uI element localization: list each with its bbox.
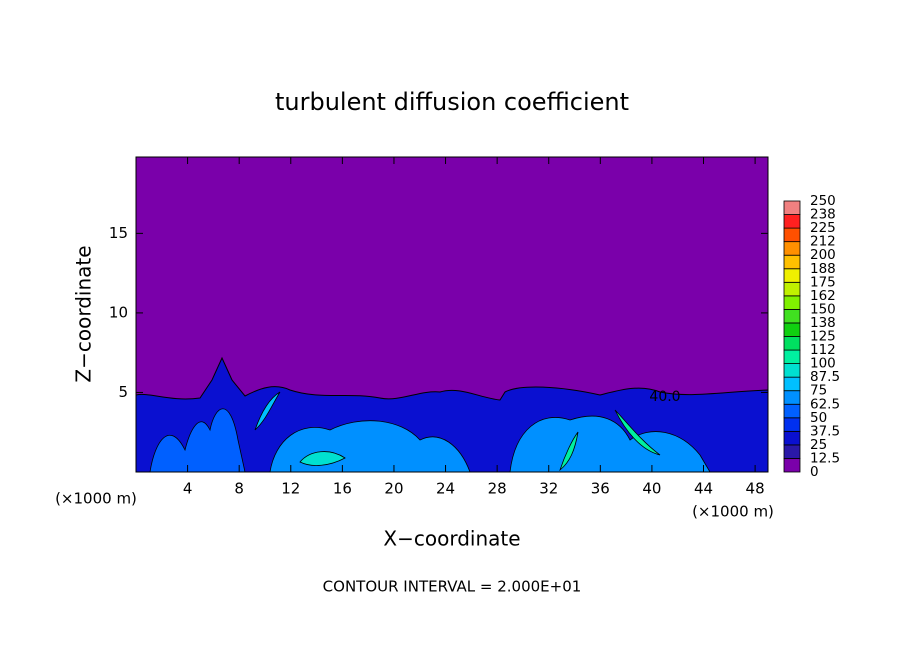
colorbar-label: 212	[810, 234, 836, 250]
x-tick-label: 20	[384, 480, 403, 498]
colorbar-label: 0	[810, 464, 819, 480]
colorbar-swatch	[783, 417, 801, 432]
colorbar-label: 100	[810, 356, 836, 372]
colorbar-swatch	[783, 227, 801, 243]
y-tick-label: 5	[118, 383, 128, 401]
x-tick-label: 24	[436, 480, 455, 498]
x-tick-label: 48	[746, 480, 765, 498]
y-tick-label: 15	[109, 224, 128, 242]
colorbar-swatch	[783, 254, 801, 270]
x-tick-label: 16	[333, 480, 352, 498]
x-tick-label: 12	[281, 480, 300, 498]
colorbar-swatch	[783, 444, 801, 459]
field-layer	[149, 408, 246, 473]
colorbar-label: 225	[810, 220, 836, 236]
colorbar-label: 162	[810, 288, 836, 304]
x-tick-label: 40	[642, 480, 661, 498]
x-tick-label: 36	[591, 480, 610, 498]
contour-field	[135, 157, 769, 473]
colorbar-label: 150	[810, 301, 836, 317]
x-tick-label: 8	[234, 480, 244, 498]
field-layer	[614, 409, 661, 456]
colorbar-swatch	[783, 349, 801, 364]
chart-title: turbulent diffusion coefficient	[275, 88, 629, 116]
colorbar-label: 125	[810, 329, 836, 345]
colorbar-label: 25	[810, 437, 827, 453]
colorbar-swatch	[783, 322, 801, 337]
x-tick-label: 44	[694, 480, 713, 498]
x-unit-label: (×1000 m)	[55, 490, 137, 508]
colorbar-swatch	[783, 390, 801, 405]
colorbar-label: 200	[810, 247, 836, 263]
field-layer	[299, 451, 346, 466]
y-tick-label: 10	[109, 303, 128, 321]
colorbar-swatch	[783, 241, 801, 256]
colorbar-swatch	[783, 403, 801, 419]
colorbar-swatch	[783, 308, 801, 324]
footnote: CONTOUR INTERVAL = 2.000E+01	[323, 578, 582, 596]
field-layer	[559, 431, 579, 472]
colorbar-swatch	[783, 281, 801, 297]
field-layer	[254, 391, 281, 431]
y-axis-label: Z−coordinate	[72, 245, 96, 382]
colorbar-label: 75	[810, 383, 827, 399]
colorbar-label: 87.5	[810, 369, 840, 385]
colorbar-label: 112	[810, 342, 836, 358]
field-layer	[509, 415, 711, 473]
colorbar-label: 12.5	[810, 450, 840, 466]
colorbar-label: 250	[810, 193, 836, 209]
colorbar-swatch	[783, 268, 801, 283]
colorbar-swatch	[783, 363, 801, 378]
colorbar-label: 138	[810, 315, 836, 331]
x-axis-label: X−coordinate	[383, 527, 520, 551]
colorbar-label: 50	[810, 410, 827, 426]
colorbar-swatch	[783, 430, 801, 446]
colorbar-label: 188	[810, 261, 836, 277]
colorbar-swatch	[783, 458, 801, 473]
colorbar-label: 238	[810, 207, 836, 223]
colorbar-swatch	[783, 376, 801, 392]
plot-frame	[135, 156, 769, 473]
colorbar-label: 37.5	[810, 423, 840, 439]
colorbar-swatch	[783, 214, 801, 229]
colorbar-label: 62.5	[810, 396, 840, 412]
x-unit-label: (×1000 m)	[692, 503, 774, 521]
contour-label: 40.0	[649, 389, 680, 405]
x-tick-label: 28	[488, 480, 507, 498]
colorbar-swatch	[783, 295, 801, 310]
x-tick-label: 32	[539, 480, 558, 498]
colorbar-swatch	[783, 336, 801, 351]
colorbar-swatch	[783, 200, 801, 215]
x-tick-label: 4	[183, 480, 193, 498]
colorbar-label: 175	[810, 274, 836, 290]
